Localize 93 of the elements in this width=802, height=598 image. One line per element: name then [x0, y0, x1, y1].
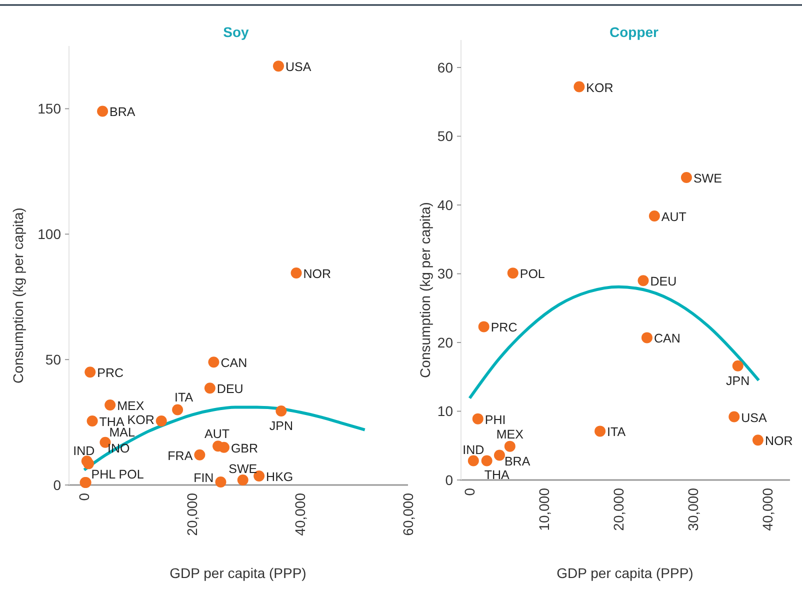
y-tick-label: 50: [45, 351, 62, 368]
y-tick-label: 10: [437, 403, 454, 420]
annotation: MEX: [496, 427, 524, 442]
point: [732, 360, 744, 372]
x-tick-label: 0: [462, 488, 478, 496]
annotation: THA: [484, 468, 510, 482]
annotation: USA: [741, 410, 768, 425]
point: [104, 399, 116, 410]
annotation: HKG: [266, 470, 294, 484]
point: [272, 60, 284, 72]
point: [83, 458, 94, 470]
point: [194, 449, 206, 460]
annotation: ITA: [174, 390, 194, 405]
y-tick-label: 0: [445, 472, 454, 488]
annotation: KOR: [586, 80, 614, 95]
annotation: BRA: [504, 454, 531, 468]
annotation: SWE: [693, 172, 722, 186]
annotation: MAL: [109, 425, 135, 440]
point: [276, 405, 287, 416]
annotation: PRC: [490, 320, 518, 335]
point: [208, 356, 220, 368]
chart-title: Soy: [223, 24, 250, 40]
annotation: KOR: [127, 413, 154, 428]
point: [594, 426, 606, 437]
x-axis-title: GDP per capita (PPP): [170, 565, 306, 581]
y-tick-label: 150: [38, 100, 62, 117]
point: [472, 413, 484, 424]
point: [97, 106, 108, 117]
annotation: CAN: [654, 332, 680, 346]
annotation: BRA: [110, 105, 136, 120]
point: [728, 411, 740, 422]
annotation: PHL: [91, 467, 116, 482]
annotation: POL: [520, 267, 545, 282]
annotation: NOR: [764, 434, 793, 448]
point: [172, 404, 184, 416]
annotation: NOR: [303, 267, 332, 282]
annotation: AUT: [204, 427, 230, 442]
x-tick-label: 40,000: [760, 488, 776, 531]
chart-title: Copper: [610, 24, 660, 40]
annotation: PRC: [97, 366, 124, 380]
point: [504, 440, 516, 452]
point: [86, 416, 98, 427]
x-tick-label: 20,000: [184, 492, 200, 536]
annotation: FRA: [168, 448, 194, 463]
y-tick-label: 50: [437, 128, 454, 144]
x-tick-label: 10,000: [536, 488, 552, 531]
y-axis-title: Consumption (kg per capita): [416, 202, 433, 378]
y-axis-title: Consumption (kg per capita): [10, 208, 26, 384]
annotation: JPN: [269, 418, 293, 433]
x-tick-label: 30,000: [685, 488, 702, 531]
point: [204, 382, 216, 394]
annotation: PHI: [484, 412, 506, 427]
point: [638, 275, 649, 286]
point: [156, 416, 167, 427]
x-tick-label: 0: [76, 492, 92, 501]
y-tick-label: 30: [437, 266, 454, 282]
point: [641, 332, 652, 344]
annotation: POL: [118, 467, 144, 482]
annotation: DEU: [216, 382, 244, 396]
annotation: JPN: [726, 374, 750, 388]
y-tick-label: 20: [437, 334, 454, 350]
y-tick-label: 40: [437, 196, 454, 213]
annotation: DEU: [650, 274, 677, 289]
annotation: IND: [462, 442, 484, 457]
point: [84, 366, 96, 378]
y-tick-label: 100: [38, 226, 62, 242]
point: [468, 455, 479, 466]
annotation: MEX: [117, 398, 145, 413]
annotation: AUT: [661, 210, 687, 224]
x-tick-label: 40,000: [292, 492, 308, 536]
point: [507, 268, 518, 279]
x-tick-label: 60,000: [400, 492, 416, 536]
point: [478, 321, 490, 332]
annotation: IND: [73, 444, 95, 458]
point: [648, 210, 660, 222]
point: [237, 474, 248, 486]
y-tick-label: 60: [437, 59, 454, 76]
annotation: USA: [285, 60, 312, 74]
point: [494, 450, 505, 461]
x-tick-label: 20,000: [610, 488, 627, 531]
point: [290, 268, 302, 279]
point: [574, 81, 585, 92]
point: [752, 434, 764, 446]
annotation: CAN: [220, 356, 248, 370]
x-axis-title: GDP per capita (PPP): [556, 565, 694, 581]
annotation: GBR: [230, 441, 258, 456]
annotation: ITA: [607, 425, 626, 440]
point: [481, 455, 492, 466]
annotation: SWE: [228, 462, 258, 476]
point: [680, 172, 692, 183]
point: [215, 476, 226, 488]
line-series: [468, 285, 760, 400]
annotation: FIN: [194, 470, 214, 485]
